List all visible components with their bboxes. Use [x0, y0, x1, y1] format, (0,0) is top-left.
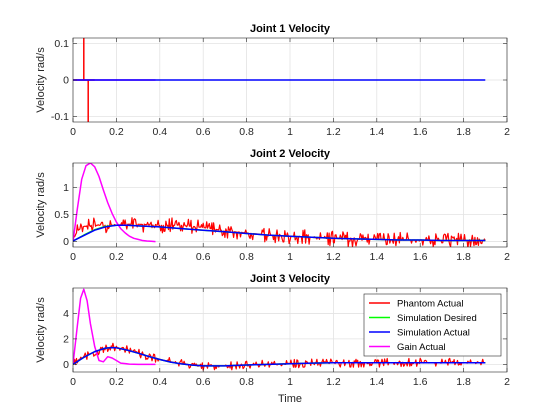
x-tick-label: 1.8: [456, 376, 471, 388]
chart-title: Joint 1 Velocity: [250, 23, 331, 35]
x-tick-label: 1.6: [413, 251, 428, 263]
y-axis-label: Velocity rad/s: [35, 47, 47, 113]
x-tick-label: 0.6: [196, 251, 211, 263]
subplot-joint-1: 0 0.2 0.4 0.6 0.8 1 1.2 1.4 1.6 1.8 2-0.100.1Joint…: [35, 23, 510, 138]
y-tick-label: 4: [63, 308, 69, 320]
x-tick-label: 0.4: [152, 126, 167, 138]
x-tick-label: 1.2: [326, 126, 341, 138]
y-tick-label: 2: [63, 333, 69, 345]
x-tick-label: 0: [70, 376, 76, 388]
x-tick-label: 0.4: [152, 376, 167, 388]
x-axis-label: Time: [278, 393, 302, 405]
chart-title: Joint 2 Velocity: [250, 148, 331, 160]
x-tick-label: 1.4: [369, 376, 384, 388]
y-tick-label: 0.1: [54, 38, 69, 50]
x-tick-label: 0.2: [109, 126, 124, 138]
x-tick-label: 0.2: [109, 376, 124, 388]
legend-label: Simulation Actual: [397, 328, 470, 339]
x-tick-label: 1: [287, 376, 293, 388]
x-tick-label: 1.6: [413, 126, 428, 138]
x-tick-label: 1.4: [369, 126, 384, 138]
y-axis-label: Velocity rad/s: [35, 297, 47, 363]
subplot-joint-3: 0 0.2 0.4 0.6 0.8 1 1.2 1.4 1.6 1.8 2 0 2 4 Joint 3 Ve…: [35, 273, 510, 405]
y-tick-label: -0.1: [51, 111, 69, 123]
x-tick-label: 1.2: [326, 251, 341, 263]
x-tick-label: 2: [504, 251, 510, 263]
x-tick-label: 2: [504, 376, 510, 388]
legend-label: Simulation Desired: [397, 313, 477, 324]
x-tick-label: 1.8: [456, 126, 471, 138]
legend: Phantom Actual Simulation Desired Simulati…: [364, 294, 501, 356]
y-tick-label: 0: [63, 236, 69, 248]
x-tick-label: 2: [504, 126, 510, 138]
x-tick-label: 1.4: [369, 251, 384, 263]
y-tick-label: 1: [63, 182, 69, 194]
chart-title: Joint 3 Velocity: [250, 273, 331, 285]
x-tick-label: 0: [70, 251, 76, 263]
x-tick-label: 0.8: [239, 251, 254, 263]
x-tick-label: 0.2: [109, 251, 124, 263]
x-tick-label: 1.8: [456, 251, 471, 263]
y-tick-label: 0: [63, 359, 69, 371]
x-tick-label: 1.6: [413, 376, 428, 388]
y-tick-label: 0.5: [54, 209, 69, 221]
x-tick-label: 0.8: [239, 376, 254, 388]
x-tick-label: 0.6: [196, 376, 211, 388]
legend-label: Gain Actual: [397, 342, 446, 353]
legend-label: Phantom Actual: [397, 299, 464, 310]
x-tick-label: 0: [70, 126, 76, 138]
x-tick-label: 1: [287, 126, 293, 138]
y-tick-label: 0: [63, 75, 69, 87]
subplot-joint-2: 0 0.2 0.4 0.6 0.8 1 1.2 1.4 1.6 1.8 2 0 0.5 1 Joint 2 …: [35, 148, 510, 263]
x-tick-label: 1: [287, 251, 293, 263]
x-tick-label: 0.4: [152, 251, 167, 263]
x-tick-label: 0.6: [196, 126, 211, 138]
y-axis-label: Velocity rad/s: [35, 172, 47, 238]
x-tick-label: 0.8: [239, 126, 254, 138]
x-tick-label: 1.2: [326, 376, 341, 388]
